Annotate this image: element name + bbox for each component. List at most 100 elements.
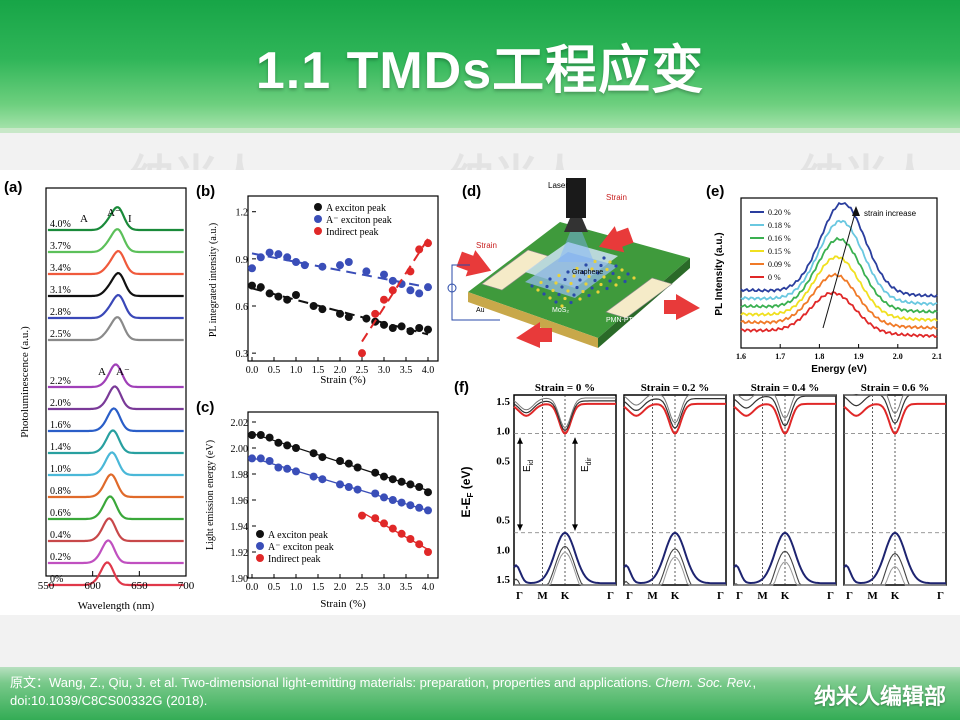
pl-spectrum-curve (47, 407, 184, 433)
y-tick-label: 0.6 (236, 302, 249, 313)
data-point (388, 276, 397, 285)
valence-band (623, 531, 726, 585)
lattice-atom (587, 274, 591, 279)
lattice-atom (569, 300, 573, 305)
panel-a: (a) 4.0% 3.7% 3.4% 3.1% 2.8% 2.5% 2.2% 2.0% 1.6%… (4, 179, 195, 612)
conduction-band (623, 394, 726, 424)
x-tick-label: 3.0 (378, 582, 391, 593)
x-tick-label: 1.7 (775, 352, 785, 361)
brand-logo-text: 纳米人编辑部 (813, 684, 946, 709)
x-tick-label: 0.5 (268, 365, 281, 376)
k-point-label: M (647, 590, 658, 602)
series-label: 3.4% (50, 263, 71, 274)
panel-f-ylabel: E-EF (eV) (459, 467, 475, 518)
data-point (371, 514, 380, 523)
x-tick-label: 550 (38, 580, 55, 592)
lattice-atom (620, 268, 624, 272)
x-tick-label: 2.5 (356, 582, 369, 593)
panel-e-ylabel: PL Intensity (a.u.) (714, 232, 725, 315)
data-point (292, 258, 300, 266)
graphene-label: Graphene (572, 269, 603, 276)
mos2-label: MoS₂ (552, 307, 569, 314)
x-tick-label: 650 (131, 580, 148, 592)
x-tick-label: 1.5 (312, 365, 325, 376)
lattice-atom (623, 279, 627, 284)
band-subplot-frame (513, 394, 617, 586)
voltage-source-icon (447, 283, 457, 293)
laser-label: Laser (548, 181, 568, 190)
legend-entry: A⁻ exciton peak (326, 215, 392, 226)
lattice-atom (539, 280, 543, 285)
panel-b-xlabel: Strain (%) (320, 374, 366, 386)
series-label: 2.0% (50, 398, 71, 409)
data-point (371, 468, 380, 477)
lattice-atom (554, 281, 558, 285)
legend-entry: 0.15 % (768, 247, 791, 256)
x-tick-label: 3.5 (400, 582, 413, 593)
data-point (362, 314, 371, 323)
data-point (380, 519, 388, 528)
y-tick-label: 1.92 (231, 548, 249, 559)
panel-a-series-labels: 4.0% 3.7% 3.4% 3.1% 2.8% 2.5% 2.2% 2.0% 1.6% 1.4%… (50, 219, 71, 585)
pl-spectrum-curve (47, 451, 184, 477)
lattice-atom (548, 277, 552, 281)
data-point (336, 309, 344, 318)
legend-marker (256, 554, 264, 562)
y-tick-label: 1.5 (496, 574, 510, 586)
citation-prefix: 原文：Wang, Z., Qiu, J. et al. Two-dimensio… (10, 675, 652, 690)
x-tick-label: 2.0 (334, 365, 347, 376)
panel-a-peak-a: A (80, 213, 88, 225)
panel-a-xticks: 550 600 650 700 (38, 571, 195, 592)
lattice-atom (590, 267, 594, 271)
panel-e: (e) 0.20 % 0.18 % 0.16 % 0.15 % 0.09 % 0 % 1.… (706, 183, 942, 375)
objective-tip (564, 218, 588, 232)
conduction-band (513, 400, 616, 432)
y-tick-label: 1.0 (496, 544, 510, 556)
lattice-atom (557, 292, 561, 297)
pl-spectrum-curve (47, 385, 184, 411)
data-point (248, 264, 256, 273)
series-label: 3.1% (50, 285, 71, 296)
data-point (274, 438, 283, 447)
data-point (344, 459, 353, 468)
legend-entry: 0.16 % (768, 234, 791, 243)
data-point (248, 454, 256, 463)
data-point (415, 324, 424, 332)
data-point (274, 292, 283, 301)
y-tick-label: 1.0 (496, 426, 510, 438)
series-label: 0% (50, 574, 63, 585)
edir-arrowhead-bottom (572, 524, 578, 531)
lattice-atom (581, 289, 585, 294)
series-label: 2.8% (50, 307, 71, 318)
data-point (406, 327, 415, 336)
panel-e-legend: 0.20 % 0.18 % 0.16 % 0.15 % 0.09 % 0 % (750, 208, 791, 282)
panel-d-label: (d) (462, 183, 481, 200)
data-point (380, 320, 388, 329)
data-point (318, 305, 327, 314)
x-tick-label: 2.0 (893, 352, 903, 361)
x-tick-label: 0.5 (268, 582, 281, 593)
data-point (424, 283, 432, 292)
conduction-band (843, 402, 946, 435)
k-point-label: K (781, 590, 790, 602)
x-tick-label: 3.0 (378, 365, 391, 376)
lattice-atom (578, 297, 582, 301)
panel-e-xticks: 1.6 1.7 1.8 1.9 2.0 2.1 (736, 344, 942, 361)
data-point (424, 239, 432, 248)
slide-title: 1.1 TMDs工程应变 (255, 42, 705, 100)
legend-entry: A exciton peak (268, 530, 328, 541)
legend-entry: 0.20 % (768, 208, 791, 217)
eid-label: Eid (522, 460, 535, 472)
x-tick-label: 0.0 (246, 582, 259, 593)
eid-arrowhead-top (517, 437, 523, 444)
data-point (397, 529, 406, 538)
lattice-atom (593, 278, 597, 283)
conduction-band (844, 394, 946, 415)
substrate-label: PMN-PT (606, 317, 634, 324)
edir-label: Edir (580, 457, 593, 472)
panel-e-curves (740, 201, 938, 339)
lattice-atom (581, 270, 585, 275)
k-point-label: M (537, 590, 548, 602)
band-subplot-frame (733, 394, 837, 586)
